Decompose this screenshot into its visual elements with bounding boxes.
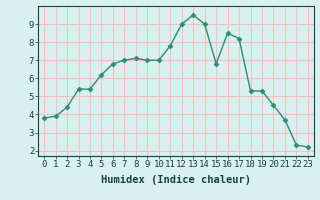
X-axis label: Humidex (Indice chaleur): Humidex (Indice chaleur) [101,175,251,185]
